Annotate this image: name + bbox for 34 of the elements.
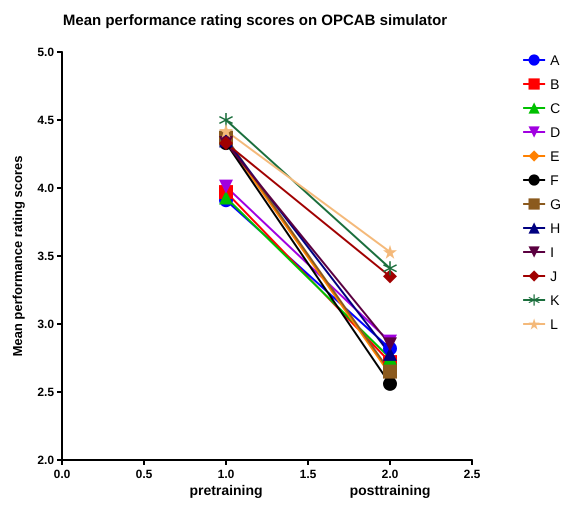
legend-label: A	[550, 52, 560, 68]
y-tick-label: 4.0	[37, 181, 54, 195]
text: posttraining	[350, 482, 430, 498]
legend-label: K	[550, 292, 560, 308]
chart-title: Mean performance rating scores on OPCAB simulator	[62, 12, 448, 29]
legend-label: H	[550, 220, 560, 236]
y-axis-title: Mean performance rating scores	[10, 156, 25, 356]
point	[383, 261, 397, 276]
y-tick-label: 2.5	[37, 385, 54, 399]
x-tick-label: 1.0	[218, 467, 235, 481]
point	[383, 376, 397, 391]
y-tick-label: 5.0	[37, 45, 54, 59]
text: pretraining	[189, 482, 263, 498]
x-tick-label: 2.5	[464, 467, 481, 481]
legend-label: B	[550, 76, 560, 92]
y-tick-label: 3.5	[37, 249, 54, 263]
x-tick-label: 0.0	[54, 467, 71, 481]
legend-label: G	[550, 196, 561, 212]
y-tick-label: 3.0	[37, 317, 54, 331]
point	[383, 244, 397, 259]
point	[383, 364, 397, 379]
legend-label: L	[550, 316, 558, 332]
legend-label: F	[550, 172, 559, 188]
x-tick-label: 2.0	[382, 467, 399, 481]
legend-label: E	[550, 148, 560, 164]
x-tick-label: 0.5	[136, 467, 153, 481]
legend-label: I	[550, 244, 554, 260]
legend-label: D	[550, 124, 560, 140]
y-tick-label: 2.0	[37, 453, 54, 467]
x-tick-label: 1.5	[300, 467, 317, 481]
legend-label: J	[550, 268, 558, 284]
legend-label: C	[550, 100, 560, 116]
y-tick-label: 4.5	[37, 113, 54, 127]
point	[219, 113, 233, 127]
